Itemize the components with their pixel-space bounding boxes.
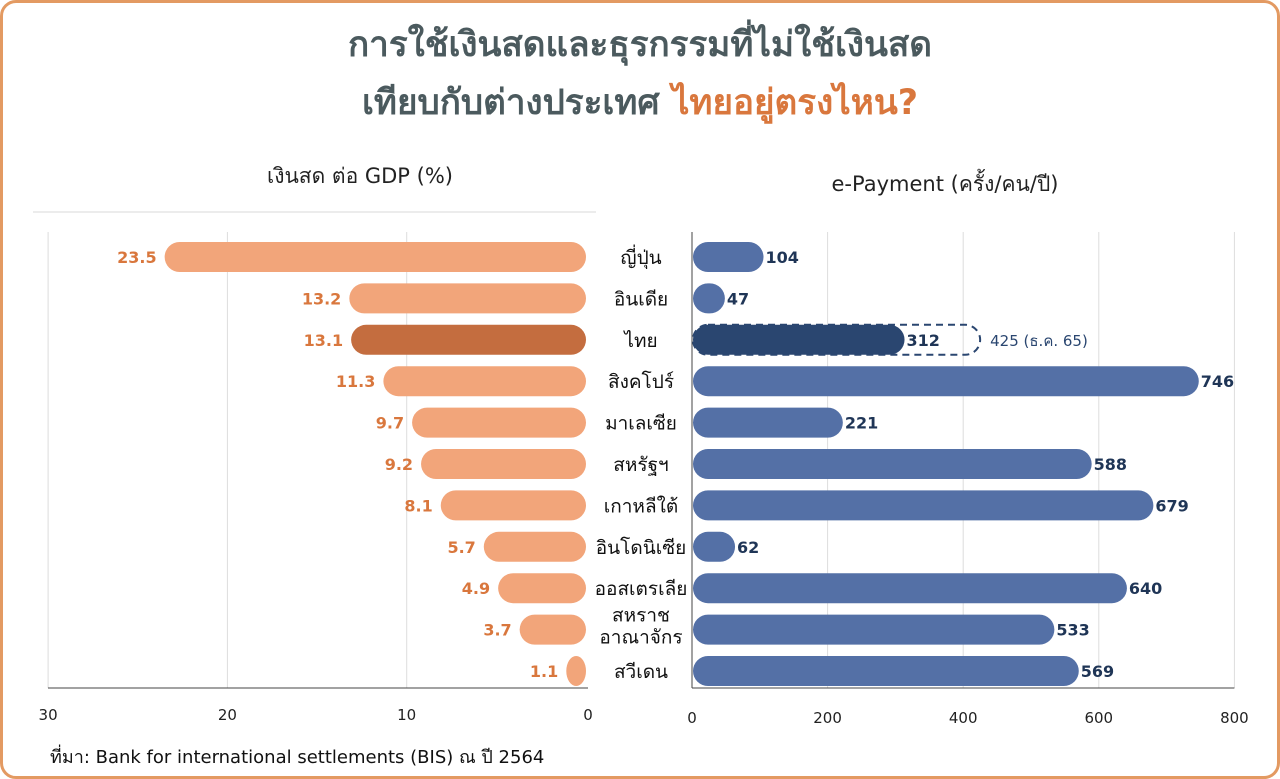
epay-bar — [693, 407, 843, 438]
cash-bar — [412, 407, 586, 438]
epay-value-label: 679 — [1155, 496, 1188, 515]
epay-bar — [693, 656, 1079, 686]
cash-x-tick-label: 30 — [39, 706, 58, 724]
epay-value-label: 62 — [737, 538, 759, 557]
country-label-line: สหราช — [612, 605, 670, 627]
epay-value-label: 746 — [1201, 372, 1234, 391]
epay-x-tick-label: 200 — [813, 709, 842, 727]
cash-chart-title: เงินสด ต่อ GDP (%) — [267, 164, 453, 188]
cash-value-label: 23.5 — [117, 248, 156, 267]
country-label: สิงคโปร์ — [608, 370, 674, 393]
country-label: ออสเตรเลีย — [595, 578, 688, 600]
epay-bar — [693, 366, 1199, 397]
epay-bar — [693, 490, 1154, 521]
country-label: อินโดนิเซีย — [596, 536, 686, 559]
epay-value-label: 569 — [1081, 662, 1114, 681]
epay-bar — [693, 283, 725, 314]
epay-value-label: 533 — [1056, 621, 1089, 640]
cash-bar — [349, 283, 586, 314]
cash-x-tick-label: 0 — [583, 706, 593, 724]
cash-value-label: 8.1 — [404, 496, 432, 515]
country-label: ไทย — [622, 330, 657, 352]
country-label: ญี่ปุ่น — [620, 244, 661, 270]
cash-bar — [351, 324, 586, 355]
source-note: ที่มา: Bank for international settlement… — [50, 747, 545, 768]
cash-value-label: 1.1 — [530, 662, 558, 681]
epay-value-label: 588 — [1094, 455, 1127, 474]
cash-bar — [383, 366, 586, 397]
epay-value-label: 640 — [1129, 579, 1162, 598]
epay-x-tick-label: 0 — [687, 709, 697, 727]
cash-value-label: 9.2 — [385, 455, 413, 474]
cash-value-label: 9.7 — [376, 414, 404, 433]
country-label: สวีเดน — [614, 661, 668, 683]
cash-bar — [498, 573, 586, 604]
country-label: อินเดีย — [614, 288, 668, 310]
cash-value-label: 3.7 — [483, 621, 511, 640]
title-line-2: เทียบกับต่างประเทศ ไทยอยู่ตรงไหน? — [0, 80, 1280, 126]
epay-x-tick-label: 600 — [1084, 709, 1113, 727]
epay-bar — [693, 449, 1092, 479]
cash-bar — [519, 614, 586, 645]
cash-value-label: 5.7 — [447, 538, 475, 557]
epay-bar — [693, 573, 1127, 604]
country-label: สหรัฐฯ — [613, 454, 668, 476]
cash-x-tick-label: 10 — [397, 706, 416, 724]
epay-annotation-label: 425 (ธ.ค. 65) — [990, 332, 1088, 350]
epay-value-label: 221 — [845, 414, 878, 433]
epayment-chart-title: e-Payment (ครั้ง/คน/ปี) — [831, 172, 1059, 196]
cash-bar — [164, 242, 586, 272]
epay-value-label: 312 — [907, 331, 940, 350]
cash-bar — [421, 449, 586, 479]
title-line-2-prefix: เทียบกับต่างประเทศ — [361, 83, 672, 123]
cash-value-label: 11.3 — [336, 372, 375, 391]
cash-bar — [483, 531, 586, 562]
epay-bar — [693, 614, 1055, 645]
cash-value-label: 4.9 — [462, 579, 490, 598]
cash-value-label: 13.1 — [304, 331, 343, 350]
epay-value-label: 47 — [727, 289, 749, 308]
epay-bar — [693, 242, 764, 272]
title-highlight: ไทยอยู่ตรงไหน? — [671, 83, 919, 123]
cash-bar — [566, 656, 586, 686]
epay-bar — [693, 531, 736, 562]
cash-value-label: 13.2 — [302, 289, 341, 308]
country-label: เกาหลีใต้ — [604, 495, 678, 517]
epay-value-label: 104 — [766, 248, 799, 267]
title-line-1: การใช้เงินสดและธุรกรรมที่ไม่ใช้เงินสด — [347, 25, 933, 65]
cash-x-tick-label: 20 — [218, 706, 237, 724]
cash-bar — [440, 490, 586, 521]
epay-x-tick-label: 800 — [1220, 709, 1249, 727]
epay-x-tick-label: 400 — [949, 709, 978, 727]
country-label-line: อาณาจักร — [599, 627, 682, 649]
epay-bar — [693, 324, 905, 355]
country-label: มาเลเซีย — [605, 413, 677, 435]
